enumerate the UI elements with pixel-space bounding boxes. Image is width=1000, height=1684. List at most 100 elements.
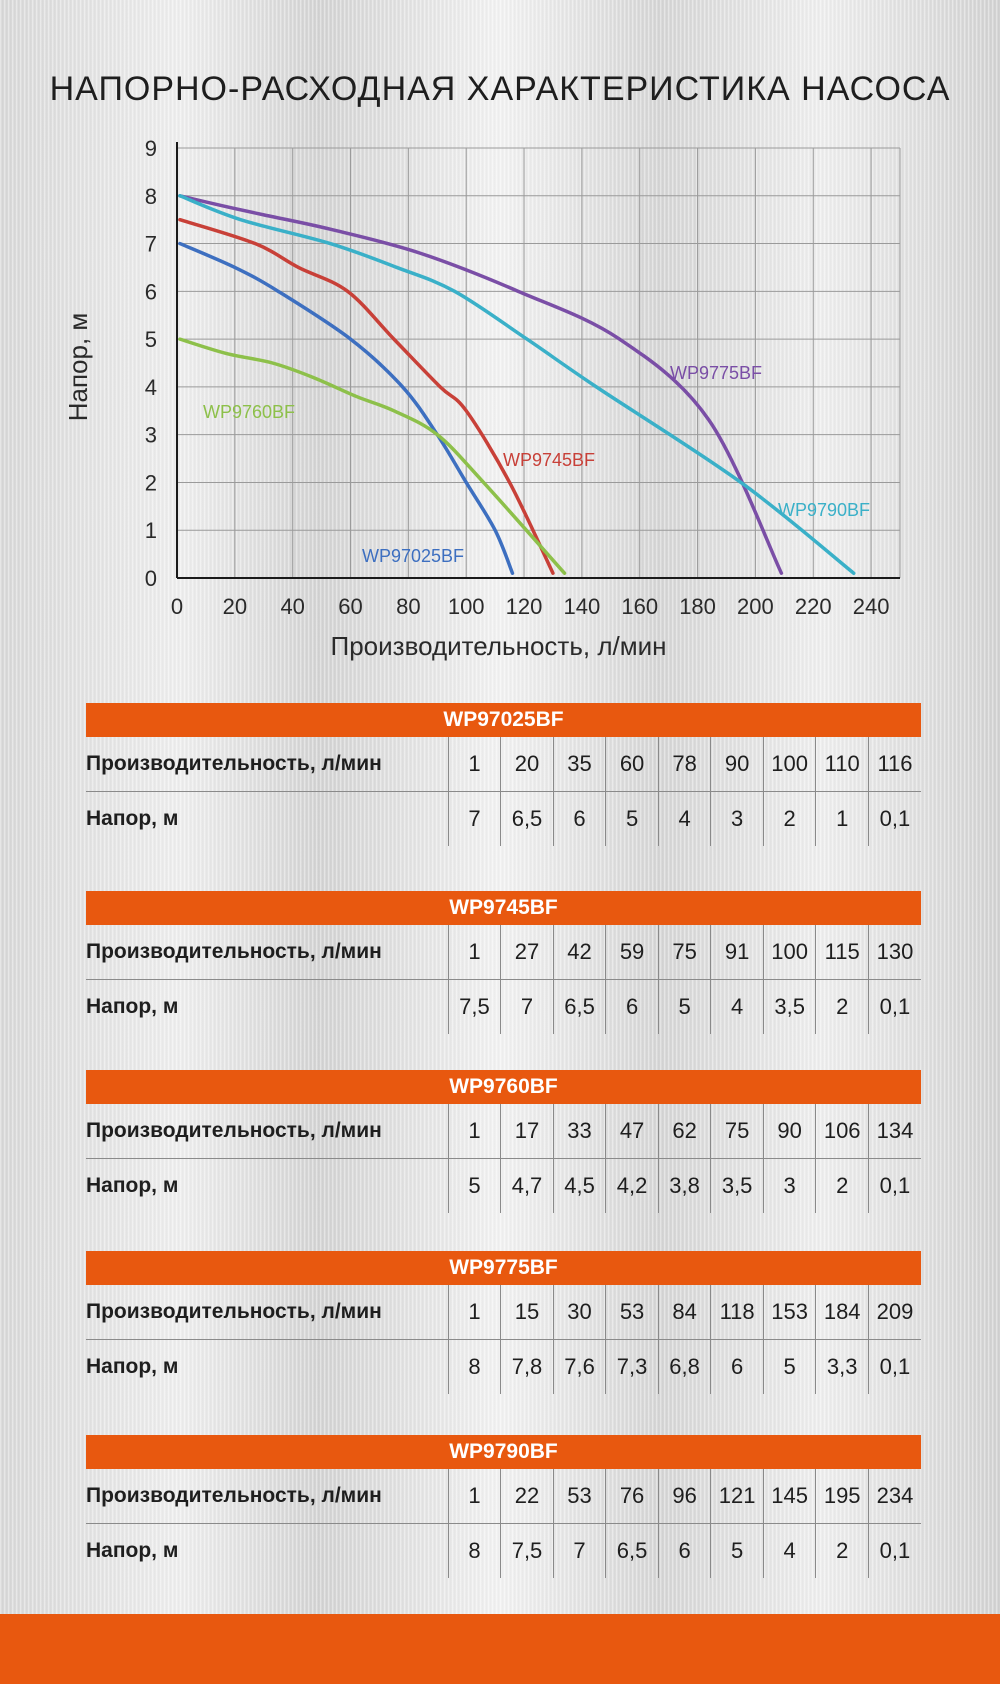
y-tick-label: 3	[145, 423, 157, 448]
series-line-wp9775bf	[178, 194, 784, 575]
table-cell: 2	[762, 791, 816, 846]
table-cell: 96	[657, 1469, 711, 1524]
table-cell: 145	[762, 1469, 816, 1524]
x-axis-title: Производительность, л/мин	[331, 631, 667, 661]
table-cell: 17	[500, 1104, 554, 1159]
table-cell: 195	[815, 1469, 869, 1524]
table-cell: 0,1	[867, 1158, 921, 1213]
flow-row: Производительность, л/мин 1 22 53 76 96 121 145…	[86, 1469, 921, 1524]
table-cell: 6,5	[605, 1523, 659, 1578]
table-cell: 100	[762, 925, 816, 980]
table-cell: 42	[552, 925, 606, 980]
table-cell: 4	[710, 979, 764, 1034]
table-cell: 20	[500, 737, 554, 792]
table-cell: 209	[867, 1285, 921, 1340]
y-tick-label: 6	[145, 279, 157, 304]
legend-label: WP97025BF	[362, 546, 464, 566]
legend-label: WP9760BF	[203, 402, 295, 422]
table-cell: 6	[605, 979, 659, 1034]
table-cell: 5	[762, 1339, 816, 1394]
legend-label: WP9745BF	[503, 450, 595, 470]
head-flow-chart: 0 20 40 60 80 100 120 140 160 180 200 220 240 0 1 2 3 4 5 6…	[63, 136, 901, 661]
table-cell: 4,7	[500, 1158, 554, 1213]
table-cell: 3	[762, 1158, 816, 1213]
x-tick-label: 200	[737, 594, 774, 619]
table-cell: 27	[500, 925, 554, 980]
table-cell: 134	[867, 1104, 921, 1159]
table-cell: 4,5	[552, 1158, 606, 1213]
table-cell: 121	[710, 1469, 764, 1524]
head-row: Напор, м 7,5 7 6,5 6 5 4 3,5 2 0,1	[86, 979, 921, 1034]
table-cell: 30	[552, 1285, 606, 1340]
head-row: Напор, м 8 7,8 7,6 7,3 6,8 6 5 3,3 0,1	[86, 1339, 921, 1394]
table-cell: 3,5	[762, 979, 816, 1034]
table-model-header: WP9790BF	[86, 1435, 921, 1469]
row-label: Производительность, л/мин	[86, 737, 449, 792]
table-model-header: WP9760BF	[86, 1070, 921, 1104]
performance-table: Производительность, л/мин 1 27 42 59 75 91 100 1…	[86, 925, 921, 1034]
x-tick-label: 100	[448, 594, 485, 619]
table-cell: 6	[657, 1523, 711, 1578]
y-tick-label: 8	[145, 184, 157, 209]
table-cell: 7	[500, 979, 554, 1034]
table-cell: 15	[500, 1285, 554, 1340]
y-tick-label: 2	[145, 470, 157, 495]
row-label: Производительность, л/мин	[86, 1285, 449, 1340]
table-cell: 5	[447, 1158, 501, 1213]
table-cell: 53	[552, 1469, 606, 1524]
table-cell: 7,8	[500, 1339, 554, 1394]
table-model-header: WP97025BF	[86, 703, 921, 737]
table-cell: 4	[657, 791, 711, 846]
table-cell: 1	[447, 737, 501, 792]
table-cell: 0,1	[867, 979, 921, 1034]
row-label: Напор, м	[86, 807, 179, 830]
table-block: WP9775BF Производительность, л/мин 1 15 30 53…	[86, 1251, 921, 1394]
table-cell: 8	[447, 1523, 501, 1578]
flow-row: Производительность, л/мин 1 15 30 53 84 118 153…	[86, 1285, 921, 1340]
table-cell: 0,1	[867, 1339, 921, 1394]
table-cell: 0,1	[867, 1523, 921, 1578]
table-cell: 4,2	[605, 1158, 659, 1213]
head-row: Напор, м 7 6,5 6 5 4 3 2 1 0,1	[86, 791, 921, 846]
table-block: WP9760BF Производительность, л/мин 1 17 33 47…	[86, 1070, 921, 1213]
legend-label: WP9790BF	[778, 500, 870, 520]
table-cell: 110	[815, 737, 869, 792]
table-cell: 6,8	[657, 1339, 711, 1394]
table-cell: 7	[552, 1523, 606, 1578]
table-block: WP9745BF Производительность, л/мин 1 27 42 59…	[86, 891, 921, 1034]
table-cell: 3,3	[815, 1339, 869, 1394]
row-label: Напор, м	[86, 995, 179, 1018]
table-cell: 1	[447, 925, 501, 980]
table-cell: 53	[605, 1285, 659, 1340]
table-cell: 33	[552, 1104, 606, 1159]
flow-row: Производительность, л/мин 1 17 33 47 62 75 90 10…	[86, 1104, 921, 1159]
table-cell: 116	[867, 737, 921, 792]
flow-row: Производительность, л/мин 1 20 35 60 78 90 100 1…	[86, 737, 921, 792]
table-cell: 6	[710, 1339, 764, 1394]
x-tick-label: 180	[679, 594, 716, 619]
performance-table: Производительность, л/мин 1 17 33 47 62 75 90 10…	[86, 1104, 921, 1213]
table-cell: 76	[605, 1469, 659, 1524]
y-tick-label: 9	[145, 136, 157, 161]
table-cell: 1	[447, 1469, 501, 1524]
row-label: Напор, м	[86, 1174, 179, 1197]
x-tick-label: 20	[223, 594, 247, 619]
series-line-wp97025bf	[178, 241, 515, 575]
table-block: WP97025BF Производительность, л/мин 1 20 35 6…	[86, 703, 921, 846]
row-label: Производительность, л/мин	[86, 1469, 449, 1524]
table-cell: 5	[710, 1523, 764, 1578]
y-tick-label: 1	[145, 518, 157, 543]
table-cell: 6	[552, 791, 606, 846]
x-tick-label: 140	[564, 594, 601, 619]
head-row: Напор, м 8 7,5 7 6,5 6 5 4 2 0,1	[86, 1523, 921, 1578]
series-line-wp9745bf	[178, 217, 555, 575]
legend-label: WP9775BF	[670, 363, 762, 383]
table-block: WP9790BF Производительность, л/мин 1 22 53 76…	[86, 1435, 921, 1578]
y-tick-label: 0	[145, 566, 157, 591]
table-cell: 7,3	[605, 1339, 659, 1394]
table-cell: 118	[710, 1285, 764, 1340]
x-tick-label: 160	[621, 594, 658, 619]
table-cell: 7,6	[552, 1339, 606, 1394]
table-cell: 75	[657, 925, 711, 980]
table-cell: 84	[657, 1285, 711, 1340]
